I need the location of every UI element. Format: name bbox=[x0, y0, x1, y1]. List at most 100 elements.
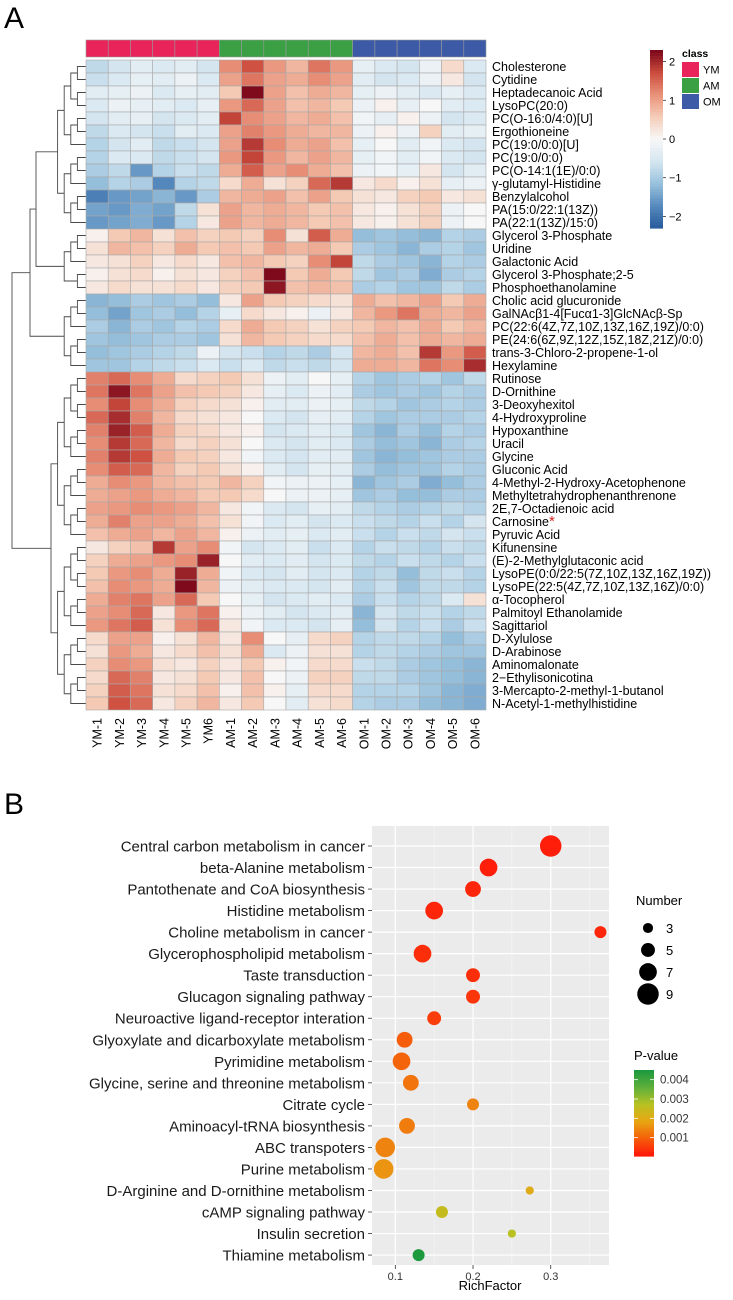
heatmap-cell bbox=[219, 176, 242, 191]
heatmap-cell bbox=[463, 137, 487, 152]
heatmap-cell bbox=[219, 644, 242, 659]
heatmap-cell bbox=[219, 202, 242, 217]
heatmap-cell bbox=[241, 267, 265, 282]
heatmap-cell bbox=[352, 618, 376, 633]
heatmap-cell bbox=[174, 176, 198, 191]
heatmap-cell bbox=[219, 163, 242, 178]
column-labels: YM-1 YM-2 YM-3 YM-4 YM-5 YM6 AM-1 AM-2 AM-3 AM-4 A… bbox=[91, 718, 483, 749]
heatmap-cell bbox=[107, 488, 131, 503]
heatmap-cell bbox=[85, 202, 109, 217]
heatmap-cell bbox=[374, 514, 398, 529]
row-label: Palmitoyl Ethanolamide bbox=[492, 606, 623, 620]
heatmap-cell bbox=[152, 293, 176, 308]
heatmap-cell bbox=[241, 488, 265, 503]
heatmap-cell bbox=[396, 670, 420, 685]
row-label: Benzylalcohol bbox=[492, 190, 569, 204]
heatmap-cell bbox=[219, 592, 242, 607]
heatmap-cell bbox=[352, 605, 376, 620]
heatmap-cell bbox=[307, 202, 331, 217]
heatmap-cell bbox=[107, 475, 131, 490]
heatmap-cell bbox=[330, 345, 353, 360]
pathway-point bbox=[466, 989, 480, 1004]
pvalue-scale-step bbox=[634, 1097, 654, 1101]
heatmap-cell bbox=[352, 657, 376, 672]
heatmap-cell bbox=[174, 384, 198, 399]
color-scale-label: 1 bbox=[669, 95, 675, 107]
color-scale-step bbox=[650, 213, 663, 217]
heatmap-cell bbox=[352, 423, 376, 438]
heatmap-cell bbox=[196, 410, 220, 425]
heatmap-cell bbox=[352, 540, 376, 555]
heatmap-cell bbox=[107, 644, 131, 659]
pvalue-scale-step bbox=[634, 1128, 654, 1131]
annotation-cell bbox=[174, 39, 198, 58]
heatmap-cell bbox=[396, 683, 420, 698]
heatmap-cell bbox=[196, 501, 220, 516]
heatmap-cell bbox=[130, 449, 153, 464]
heatmap-cell bbox=[152, 176, 176, 191]
heatmap-cell bbox=[374, 449, 398, 464]
heatmap-cell bbox=[196, 592, 220, 607]
panel-label-a: A bbox=[4, 2, 24, 35]
heatmap-cell bbox=[130, 410, 153, 425]
color-scale-step bbox=[650, 183, 663, 188]
color-scale-step bbox=[650, 76, 663, 81]
heatmap-cell bbox=[352, 215, 376, 230]
column-label: OM-5 bbox=[446, 718, 460, 749]
heatmap-cell bbox=[107, 384, 131, 399]
heatmap-cell bbox=[196, 319, 220, 334]
dendrogram-branch bbox=[70, 241, 86, 262]
heatmap-cell bbox=[396, 475, 420, 490]
heatmap-cell bbox=[463, 267, 487, 282]
heatmap-cell bbox=[196, 553, 220, 568]
heatmap-cell bbox=[285, 241, 309, 256]
heatmap-cell bbox=[263, 124, 287, 139]
heatmap-cell bbox=[330, 150, 353, 165]
heatmap-cell bbox=[107, 592, 131, 607]
heatmap-cell bbox=[85, 670, 109, 685]
heatmap-cell bbox=[285, 696, 309, 711]
heatmap-cell bbox=[85, 59, 109, 74]
dendrogram-branch bbox=[70, 202, 86, 223]
heatmap-cell bbox=[396, 332, 420, 347]
heatmap-cell bbox=[352, 202, 376, 217]
heatmap-cell bbox=[374, 241, 398, 256]
dendrogram-branch bbox=[76, 469, 86, 483]
heatmap-cell bbox=[241, 124, 265, 139]
heatmap-cell bbox=[241, 527, 265, 542]
heatmap-cell bbox=[419, 124, 442, 139]
heatmap-cell bbox=[130, 527, 153, 542]
heatmap-cell bbox=[174, 150, 198, 165]
heatmap-cell bbox=[463, 514, 487, 529]
heatmap-cell bbox=[174, 527, 198, 542]
heatmap-cell bbox=[196, 267, 220, 282]
heatmap-cell bbox=[263, 579, 287, 594]
color-scale-step bbox=[650, 100, 663, 104]
heatmap-cell bbox=[463, 553, 487, 568]
heatmap-cell bbox=[130, 163, 153, 178]
heatmap-cell bbox=[130, 124, 153, 139]
heatmap-cell bbox=[307, 124, 331, 139]
color-scale-step bbox=[650, 136, 663, 140]
heatmap-cell bbox=[196, 241, 220, 256]
class-legend-swatch bbox=[682, 62, 699, 77]
heatmap-cell bbox=[352, 501, 376, 516]
size-legend-circle bbox=[641, 943, 655, 957]
pvalue-scale-step bbox=[634, 1110, 654, 1114]
heatmap-cell bbox=[307, 657, 331, 672]
heatmap-cell bbox=[130, 475, 153, 490]
heatmap-cell bbox=[219, 189, 242, 204]
color-scale-step bbox=[650, 192, 663, 196]
pvalue-legend: P-value 0.004 0.003 0.002 0.001 bbox=[634, 1048, 689, 1157]
dendrogram-branch bbox=[57, 109, 65, 194]
heatmap-cell bbox=[85, 267, 109, 282]
heatmap-cell bbox=[152, 618, 176, 633]
heatmap-cell bbox=[352, 98, 376, 113]
heatmap-cell bbox=[85, 436, 109, 451]
heatmap-cell bbox=[396, 98, 420, 113]
heatmap-cell bbox=[441, 332, 465, 347]
heatmap-cell bbox=[196, 605, 220, 620]
pvalue-scale-step bbox=[634, 1149, 654, 1153]
heatmap-cell bbox=[441, 137, 465, 152]
heatmap-cell bbox=[374, 293, 398, 308]
